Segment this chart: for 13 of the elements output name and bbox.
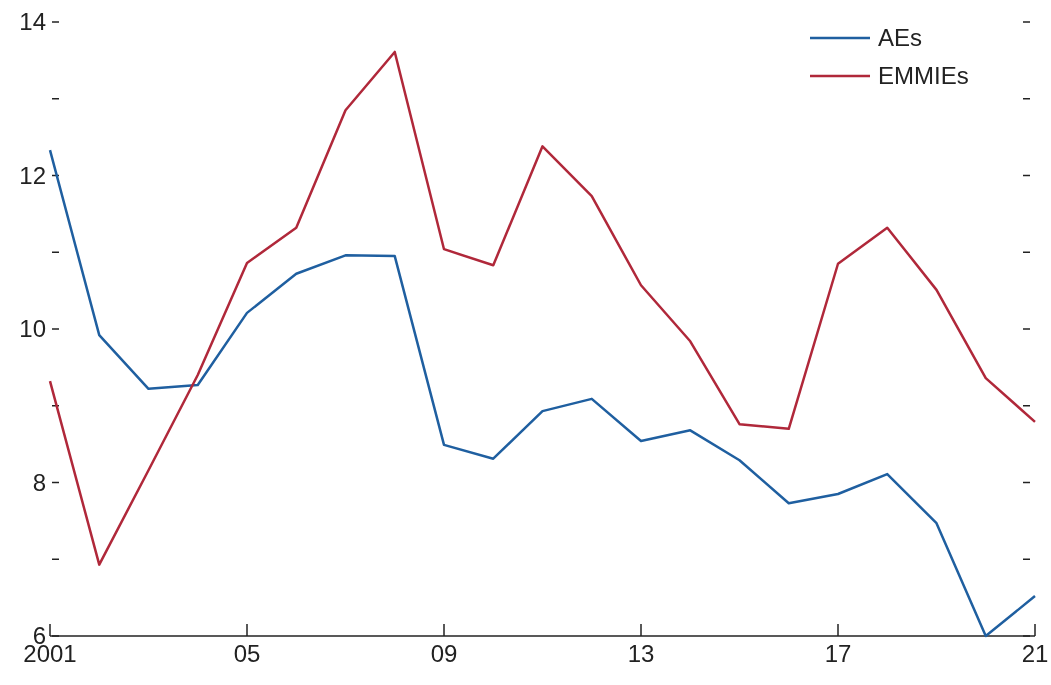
line-series	[48, 148, 1037, 638]
y-tick-label: 8	[32, 468, 46, 496]
x-tick-label: 21	[1021, 640, 1049, 667]
x-tick-label: 13	[627, 640, 655, 667]
y-tick-label: 10	[19, 315, 46, 343]
y-tick-label: 12	[19, 161, 46, 189]
x-tick-label: 05	[233, 640, 261, 667]
line-series	[48, 50, 1037, 566]
legend-label: EMMIEs	[878, 62, 969, 90]
x-tick-label: 17	[824, 640, 852, 667]
x-tick-label: 09	[430, 640, 458, 667]
y-tick-label: 14	[19, 8, 46, 36]
legend-label: AEs	[878, 24, 923, 52]
